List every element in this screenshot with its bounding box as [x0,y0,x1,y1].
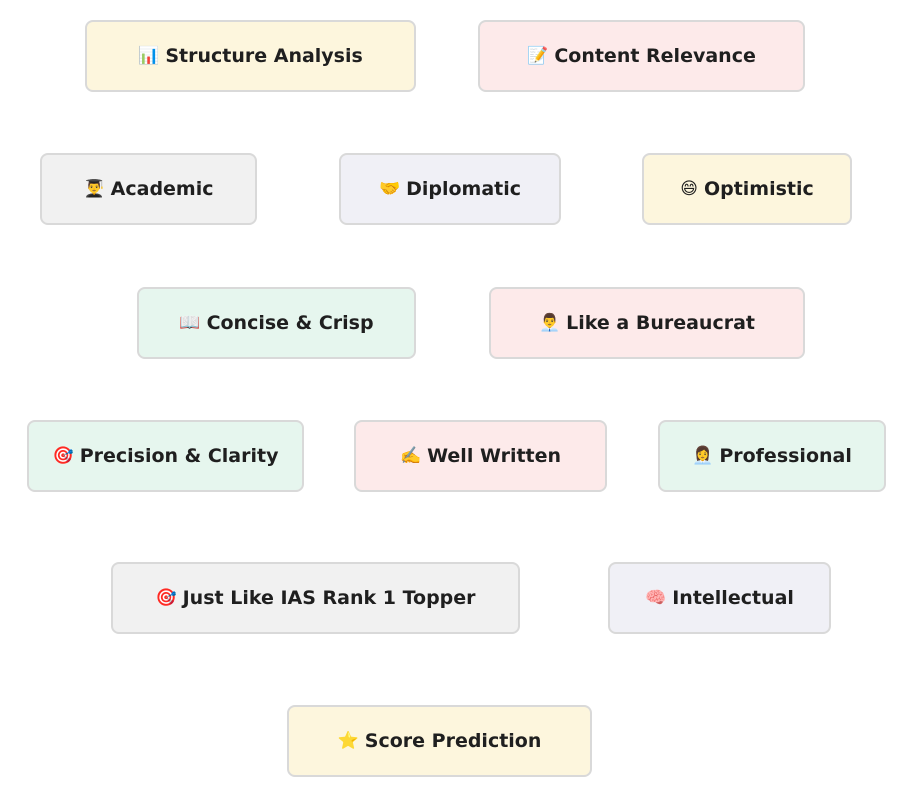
chip-label: Diplomatic [406,178,522,200]
writing-hand-icon: ✍️ [399,445,422,466]
diplomatic-button[interactable]: 🤝 Diplomatic [339,153,561,225]
chip-label: Structure Analysis [165,45,363,67]
intellectual-button[interactable]: 🧠 Intellectual [608,562,831,634]
office-worker-icon: 👨‍💼 [538,312,561,333]
chip-label: Score Prediction [364,730,542,752]
concise-crisp-button[interactable]: 📖 Concise & Crisp [137,287,416,359]
chip-label: Like a Bureaucrat [566,312,755,334]
target-icon: 🎯 [155,587,177,608]
chip-label: Precision & Clarity [79,445,279,467]
chip-label: Content Relevance [554,45,756,67]
book-icon: 📖 [179,312,201,333]
chip-label: Optimistic [703,178,814,200]
smile-icon: 😄 [680,178,698,199]
bar-chart-icon: 📊 [138,45,160,66]
chip-label: Well Written [427,445,562,467]
precision-clarity-button[interactable]: 🎯 Precision & Clarity [27,420,304,492]
chip-label: Professional [719,445,852,467]
memo-icon: 📝 [527,45,549,66]
chip-label: Concise & Crisp [206,312,374,334]
professional-icon: 👩‍💼 [692,445,714,466]
brain-icon: 🧠 [645,587,667,608]
target-icon: 🎯 [52,445,74,466]
like-a-bureaucrat-button[interactable]: 👨‍💼 Like a Bureaucrat [489,287,805,359]
chip-label: Just Like IAS Rank 1 Topper [182,587,476,609]
graduate-icon: 👨‍🎓 [83,178,105,199]
structure-analysis-button[interactable]: 📊 Structure Analysis [85,20,416,92]
score-prediction-button[interactable]: ⭐ Score Prediction [287,705,592,777]
ias-topper-button[interactable]: 🎯 Just Like IAS Rank 1 Topper [111,562,520,634]
well-written-button[interactable]: ✍️ Well Written [354,420,607,492]
chip-label: Academic [110,178,214,200]
professional-button[interactable]: 👩‍💼 Professional [658,420,886,492]
star-icon: ⭐ [337,730,359,751]
academic-button[interactable]: 👨‍🎓 Academic [40,153,257,225]
optimistic-button[interactable]: 😄 Optimistic [642,153,852,225]
content-relevance-button[interactable]: 📝 Content Relevance [478,20,805,92]
handshake-icon: 🤝 [378,178,401,199]
chip-label: Intellectual [672,587,794,609]
